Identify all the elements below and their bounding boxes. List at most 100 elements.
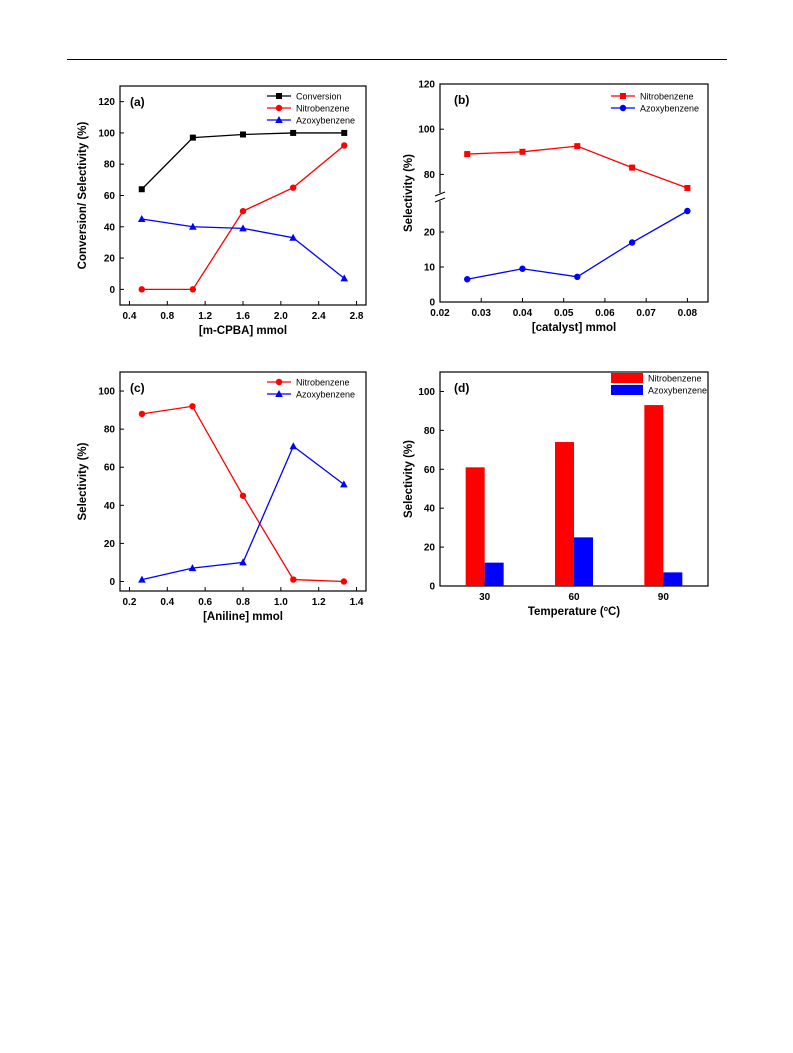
page-header-rule xyxy=(67,59,727,60)
data-point-azoxybenzene xyxy=(188,564,197,572)
data-point-nitrobenzene xyxy=(629,164,636,171)
legend-entry-azoxybenzene: Azoxybenzene xyxy=(296,390,355,400)
data-point-conversion xyxy=(290,129,297,136)
x-tick-label: 30 xyxy=(479,592,491,603)
series-line-azoxybenzene xyxy=(467,210,688,280)
x-tick-label: 1.6 xyxy=(236,311,250,322)
y-tick-label: 60 xyxy=(104,463,116,474)
x-tick-label: 60 xyxy=(568,592,580,603)
legend-marker xyxy=(619,104,627,112)
series-line-conversion xyxy=(141,132,345,190)
legend-marker xyxy=(275,390,283,397)
y-axis-label: Selectivity (%) xyxy=(403,154,415,232)
x-tick-label: 0.06 xyxy=(595,308,615,319)
y-tick-label: 10 xyxy=(424,263,436,274)
legend-entry-nitrobenzene: Nitrobenzene xyxy=(640,92,694,102)
data-point-conversion xyxy=(189,134,196,141)
legend-entry-azoxybenzene: Azoxybenzene xyxy=(640,104,699,114)
data-point-nitrobenzene xyxy=(239,207,247,215)
y-tick-label: 60 xyxy=(424,465,436,476)
x-tick-label: 0.07 xyxy=(636,308,656,319)
x-tick-label: 90 xyxy=(658,592,670,603)
x-tick-label: 1.2 xyxy=(312,597,326,608)
x-tick-label: 0.04 xyxy=(513,308,533,319)
y-tick-label: 0 xyxy=(109,285,115,296)
panel-label: (c) xyxy=(130,381,145,395)
data-point-azoxybenzene xyxy=(289,442,298,450)
y-tick-label: 120 xyxy=(418,80,435,91)
y-tick-label: 0 xyxy=(109,577,115,588)
data-point-nitrobenzene xyxy=(189,286,197,293)
bar-nitrobenzene-30 xyxy=(465,467,485,586)
x-tick-label: 0.08 xyxy=(678,308,698,319)
y-tick-label: 20 xyxy=(424,228,436,239)
x-tick-label: 0.05 xyxy=(554,308,574,319)
x-tick-label: 0.4 xyxy=(123,311,137,322)
x-tick-label: 1.0 xyxy=(274,597,288,608)
y-tick-label: 100 xyxy=(98,387,115,398)
data-point-azoxybenzene xyxy=(189,222,197,230)
legend-entry-azoxybenzene: Azoxybenzene xyxy=(648,386,707,396)
data-point-azoxybenzene xyxy=(628,239,636,246)
data-point-azoxybenzene xyxy=(340,480,348,488)
axis-break-mark xyxy=(434,191,446,197)
y-tick-label: 100 xyxy=(418,387,435,398)
y-axis-label: Selectivity (%) xyxy=(77,442,89,520)
data-point-azoxybenzene xyxy=(684,207,691,215)
y-tick-label: 40 xyxy=(424,504,436,515)
y-tick-label: 0 xyxy=(429,298,435,309)
data-point-nitrobenzene xyxy=(519,148,526,155)
x-tick-label: 0.8 xyxy=(160,311,174,322)
y-tick-label: 120 xyxy=(98,97,115,108)
y-tick-label: 20 xyxy=(424,543,436,554)
axis-break-mark xyxy=(434,197,446,203)
x-tick-label: 0.6 xyxy=(198,597,212,608)
y-tick-label: 0 xyxy=(429,582,435,593)
panel-label: (d) xyxy=(454,381,469,395)
panel-label: (a) xyxy=(130,95,145,109)
data-point-nitrobenzene xyxy=(464,151,471,158)
legend-marker xyxy=(275,378,283,386)
x-tick-label: 0.8 xyxy=(236,597,250,608)
bar-nitrobenzene-90 xyxy=(644,405,664,586)
x-tick-label: 1.2 xyxy=(198,311,212,322)
y-tick-label: 40 xyxy=(104,501,116,512)
x-axis-label: [m-CPBA] mmol xyxy=(199,325,287,337)
plot-frame xyxy=(439,83,709,303)
x-axis-label: [catalyst] mmol xyxy=(532,322,616,334)
y-tick-label: 100 xyxy=(418,125,435,136)
y-axis-label: Selectivity (%) xyxy=(403,440,415,518)
legend-entry-conversion: Conversion xyxy=(296,92,342,102)
bar-nitrobenzene-60 xyxy=(555,442,574,586)
y-tick-label: 40 xyxy=(104,222,116,233)
legend-swatch xyxy=(611,385,643,395)
x-tick-label: 1.4 xyxy=(350,597,364,608)
data-point-nitrobenzene xyxy=(290,576,297,583)
y-tick-label: 20 xyxy=(104,254,116,265)
x-tick-label: 0.2 xyxy=(123,597,137,608)
data-point-conversion xyxy=(341,129,348,136)
y-tick-label: 60 xyxy=(104,191,116,202)
legend-marker xyxy=(276,93,282,99)
panel-a-nitrobenzene-vs-mcpba-chart: 0.4 0.8 1.2 1.6 2.0 2.4 2.8 0 20 40 60 80 100 120 (a) [… xyxy=(77,85,367,337)
data-point-azoxybenzene xyxy=(519,265,526,272)
x-axis-label: Temperature (oC) xyxy=(528,606,620,618)
panel-d-selectivity-vs-temperature-chart: 0 20 40 60 80 100 30 60 90 (d) Temperature (oC) Sel… xyxy=(403,371,709,618)
x-tick-label: 2.8 xyxy=(350,311,364,322)
data-point-azoxybenzene xyxy=(340,274,349,282)
panel-c-selectivity-vs-aniline-chart: 0.2 0.4 0.6 0.8 1.0 1.2 1.4 0 20 40 60 80 100 (c) [Ani… xyxy=(77,371,367,623)
x-tick-label: 2.4 xyxy=(312,311,326,322)
data-point-azoxybenzene xyxy=(137,214,146,222)
y-tick-label: 80 xyxy=(104,160,116,171)
x-axis-label: [Aniline] mmol xyxy=(203,611,283,623)
legend-swatch xyxy=(611,373,643,383)
data-point-conversion xyxy=(138,186,145,193)
x-tick-label: 0.02 xyxy=(430,308,450,319)
data-point-nitrobenzene xyxy=(684,184,691,191)
data-point-nitrobenzene xyxy=(340,578,348,585)
data-point-azoxybenzene xyxy=(239,558,247,566)
data-point-azoxybenzene xyxy=(138,575,146,583)
y-tick-label: 80 xyxy=(104,425,116,436)
x-tick-label: 2.0 xyxy=(274,311,288,322)
legend-entry-nitrobenzene: Nitrobenzene xyxy=(648,374,702,384)
